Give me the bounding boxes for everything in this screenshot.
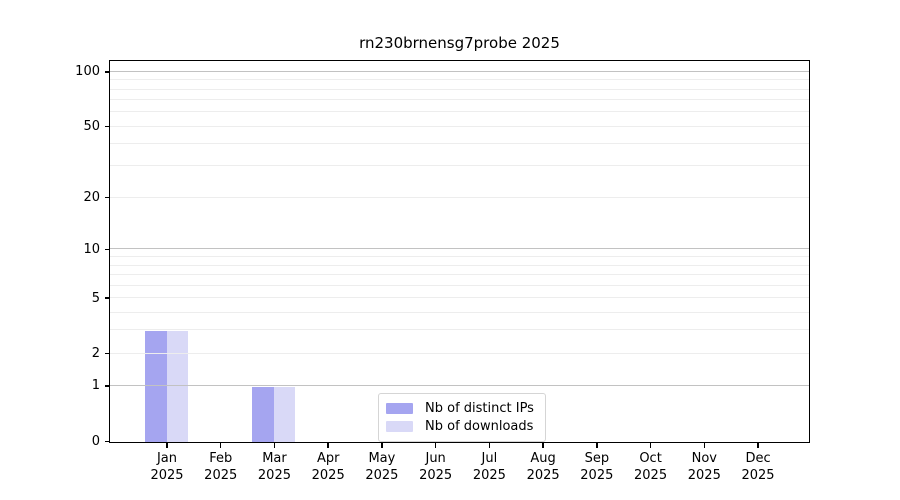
bar-nb-of-downloads-mar <box>273 386 296 442</box>
x-tick-month-nov: Nov <box>691 451 717 466</box>
x-tick-year-jun: 2025 <box>419 467 453 483</box>
y-tick-label-50: 50 <box>83 119 100 135</box>
x-tick-year-dec: 2025 <box>741 467 775 483</box>
bar-nb-of-distinct-ips-mar <box>252 386 274 442</box>
legend-swatch-distinct-ips <box>386 403 413 414</box>
x-tick-year-feb: 2025 <box>204 467 238 483</box>
x-tick-label-may: May 2025 <box>350 451 414 484</box>
x-tick-nov <box>703 443 705 448</box>
gridline-minor-80 <box>110 88 809 90</box>
gridline-minor-8 <box>110 264 809 266</box>
y-tick-label-20: 20 <box>83 190 100 206</box>
gridline-minor-4 <box>110 311 809 313</box>
gridline-major-10 <box>110 248 809 250</box>
gridline-minor-6 <box>110 284 809 286</box>
plot-area <box>109 60 810 443</box>
bar-nb-of-downloads-jan <box>166 330 188 442</box>
x-tick-label-apr: Apr 2025 <box>296 451 360 484</box>
x-tick-month-oct: Oct <box>639 451 662 466</box>
gridline-minor-7 <box>110 273 809 275</box>
gridline-major-100 <box>110 70 809 72</box>
y-tick-100 <box>105 71 110 73</box>
x-tick-month-may: May <box>368 451 396 466</box>
x-tick-month-dec: Dec <box>745 451 771 466</box>
x-tick-label-dec: Dec 2025 <box>726 451 790 484</box>
x-tick-jul <box>488 443 491 448</box>
x-tick-mar <box>273 443 276 448</box>
x-tick-month-jan: Jan <box>156 451 178 466</box>
y-tick-label-100: 100 <box>75 64 100 80</box>
x-tick-sep <box>596 443 598 448</box>
x-tick-year-mar: 2025 <box>257 467 291 483</box>
x-tick-apr <box>327 443 329 448</box>
y-tick-10 <box>105 248 110 251</box>
x-tick-label-jan: Jan 2025 <box>135 451 199 484</box>
gridline-minor-30 <box>110 165 809 167</box>
x-tick-feb <box>220 443 222 448</box>
x-tick-year-jul: 2025 <box>472 467 506 483</box>
gridline-minor-70 <box>110 99 809 101</box>
x-tick-month-feb: Feb <box>209 451 233 466</box>
x-tick-aug <box>542 443 544 448</box>
x-tick-label-nov: Nov 2025 <box>672 451 736 484</box>
bar-nb-of-distinct-ips-jan <box>145 330 167 442</box>
x-tick-month-aug: Aug <box>530 451 556 466</box>
y-tick-label-1: 1 <box>91 378 100 394</box>
x-tick-may <box>381 443 383 448</box>
x-tick-month-mar: Mar <box>262 451 287 466</box>
y-tick-2 <box>105 352 110 355</box>
legend-label-downloads: Nb of downloads <box>425 419 534 434</box>
legend-entry-distinct-ips: Nb of distinct IPs <box>386 400 545 417</box>
x-tick-label-jun: Jun 2025 <box>404 451 468 484</box>
y-tick-label-5: 5 <box>91 290 100 306</box>
y-tick-label-2: 2 <box>91 346 100 362</box>
x-tick-label-jul: Jul 2025 <box>457 451 521 484</box>
gridline-minor-60 <box>110 111 809 113</box>
x-tick-month-jul: Jul <box>481 451 498 466</box>
x-tick-oct <box>649 443 652 448</box>
gridline-minor-9 <box>110 256 809 258</box>
x-tick-label-mar: Mar 2025 <box>242 451 306 484</box>
y-tick-1 <box>105 385 110 387</box>
gridline-minor-50 <box>110 125 809 127</box>
x-tick-year-jan: 2025 <box>150 467 184 483</box>
x-tick-month-sep: Sep <box>584 451 610 466</box>
y-tick-20 <box>105 196 110 199</box>
x-tick-dec <box>757 443 759 448</box>
legend-entry-downloads: Nb of downloads <box>386 418 545 435</box>
gridline-minor-20 <box>110 196 809 198</box>
gridline-minor-40 <box>110 143 809 145</box>
x-tick-year-oct: 2025 <box>634 467 668 483</box>
x-tick-label-aug: Aug 2025 <box>511 451 575 484</box>
x-tick-year-may: 2025 <box>365 467 399 483</box>
x-tick-label-feb: Feb 2025 <box>189 451 253 484</box>
gridline-major-1 <box>110 384 809 386</box>
chart-title: rn230brnensg7probe 2025 <box>359 34 560 52</box>
y-tick-label-10: 10 <box>83 241 100 257</box>
gridline-minor-3 <box>110 329 809 331</box>
x-tick-jan <box>166 443 168 448</box>
legend: Nb of distinct IPs Nb of downloads <box>378 393 546 442</box>
x-tick-jun <box>434 443 437 448</box>
legend-label-distinct-ips: Nb of distinct IPs <box>425 401 534 416</box>
x-tick-label-sep: Sep 2025 <box>565 451 629 484</box>
gridline-minor-90 <box>110 79 809 81</box>
y-tick-0 <box>105 440 110 443</box>
y-tick-50 <box>105 125 110 128</box>
x-tick-year-aug: 2025 <box>526 467 560 483</box>
x-tick-year-sep: 2025 <box>580 467 614 483</box>
gridline-minor-5 <box>110 297 809 298</box>
x-tick-label-oct: Oct 2025 <box>619 451 683 484</box>
x-tick-year-nov: 2025 <box>687 467 721 483</box>
x-tick-month-apr: Apr <box>316 451 340 466</box>
legend-swatch-downloads <box>386 421 413 432</box>
y-tick-label-0: 0 <box>91 434 100 449</box>
x-tick-year-apr: 2025 <box>311 467 345 483</box>
x-tick-month-jun: Jun <box>425 451 446 466</box>
y-tick-5 <box>105 297 110 299</box>
gridline-minor-2 <box>110 352 809 354</box>
